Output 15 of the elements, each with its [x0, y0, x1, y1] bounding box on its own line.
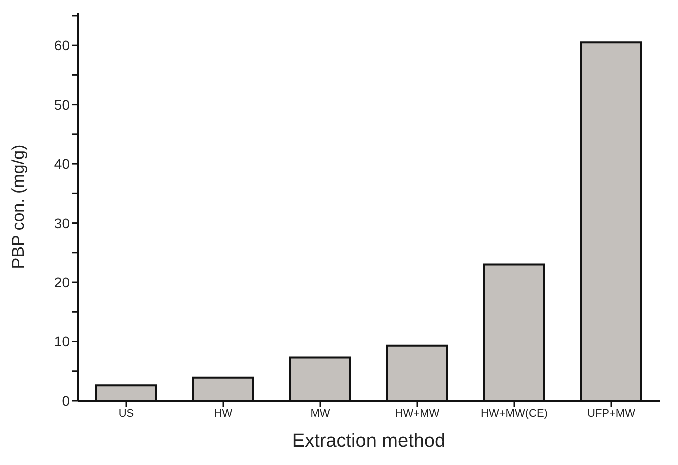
y-tick-label: 20	[54, 274, 70, 290]
x-tick-label: MW	[310, 408, 331, 420]
y-tick-label: 10	[54, 334, 70, 350]
x-axis-title: Extraction method	[292, 431, 446, 452]
x-tick-label: HW+MW	[395, 408, 440, 420]
y-tick-label: 60	[54, 38, 70, 54]
y-tick-label: 50	[54, 96, 70, 113]
x-tick-label: UFP+MW	[588, 408, 636, 420]
y-tick-label: 40	[54, 156, 70, 172]
y-tick-label: 30	[54, 215, 70, 232]
x-tick-label: HW	[214, 408, 234, 420]
x-tick-label: US	[118, 408, 134, 420]
y-axis-title: PBP con. (mg/g)	[9, 144, 28, 270]
x-tick-label: HW+MW(CE)	[481, 408, 548, 420]
y-tick-label: 0	[62, 392, 70, 409]
